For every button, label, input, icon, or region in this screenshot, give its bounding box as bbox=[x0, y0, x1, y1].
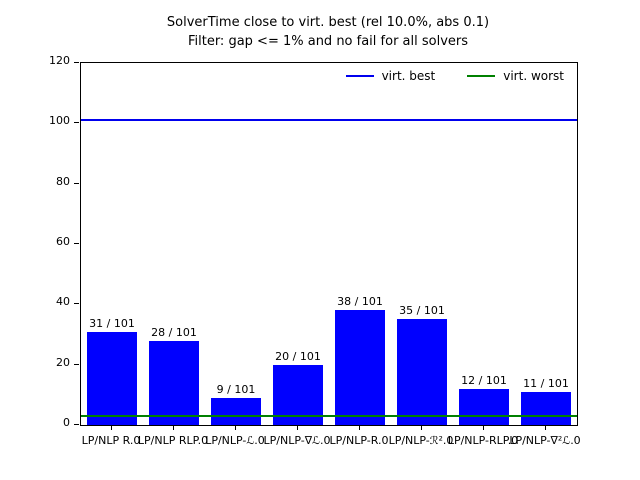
y-tick-label: 20 bbox=[56, 355, 70, 369]
legend-entry-virt-best: virt. best bbox=[345, 69, 436, 83]
bar-value-label: 11 / 101 bbox=[523, 376, 569, 390]
bar-value-label: 9 / 101 bbox=[216, 382, 256, 396]
chart-title-line2: Filter: gap <= 1% and no fail for all so… bbox=[187, 34, 469, 49]
bar-value-label: 20 / 101 bbox=[275, 349, 321, 363]
y-tick-label: 60 bbox=[56, 235, 70, 248]
y-tick-label: 0 bbox=[63, 416, 70, 429]
x-tick-label: LP/NLP RLP.0 bbox=[137, 434, 209, 447]
bar-value-label: 35 / 101 bbox=[399, 304, 445, 318]
y-tick-mark bbox=[74, 303, 79, 305]
bar-value-label: 12 / 101 bbox=[461, 373, 507, 387]
x-tick-mark bbox=[359, 426, 360, 430]
bar bbox=[397, 319, 447, 425]
bar-value-label: 38 / 101 bbox=[337, 295, 383, 309]
y-tick-label: 40 bbox=[56, 295, 70, 309]
x-tick-label: LP/NLP R.0 bbox=[81, 434, 141, 447]
legend: virt. best virt. worst bbox=[345, 69, 564, 83]
x-tick-label: LP/NLP-∇ℒ.0 bbox=[263, 434, 331, 447]
y-tick-mark bbox=[74, 243, 79, 244]
bar bbox=[149, 340, 199, 425]
legend-entry-virt-worst: virt. worst bbox=[467, 69, 564, 83]
bar-value-label: 31 / 101 bbox=[89, 316, 135, 330]
y-tick-mark bbox=[74, 424, 79, 425]
bar-value-label: 28 / 101 bbox=[151, 325, 197, 339]
y-tick-mark bbox=[74, 363, 79, 365]
legend-label-virt-best: virt. best bbox=[381, 69, 436, 83]
hline-virt-worst bbox=[81, 414, 577, 417]
chart-title-line1: SolverTime close to virt. best (rel 10.0… bbox=[166, 15, 490, 30]
x-tick-mark bbox=[545, 426, 546, 430]
bar bbox=[521, 391, 571, 425]
y-tick-label: 80 bbox=[56, 174, 70, 188]
x-tick-mark bbox=[483, 426, 484, 430]
x-tick-label: LP/NLP-ℒ.0 bbox=[205, 434, 265, 447]
x-tick-mark bbox=[297, 426, 298, 430]
plot-area: virt. best virt. worst 31 / 101 28 / 101 9… bbox=[80, 62, 578, 426]
bar bbox=[87, 331, 137, 425]
legend-line-virt-best-icon bbox=[345, 75, 374, 77]
x-tick-mark bbox=[421, 426, 422, 430]
legend-line-virt-worst-icon bbox=[467, 75, 496, 77]
x-tick-label: LP/NLP-ℛ².0 bbox=[388, 434, 454, 447]
x-tick-mark bbox=[111, 426, 112, 430]
x-tick-label: LP/NLP-RLP.0 bbox=[447, 434, 519, 447]
bar bbox=[211, 397, 261, 425]
y-tick-label: 100 bbox=[49, 114, 70, 128]
hline-virt-best bbox=[81, 119, 577, 122]
y-tick-mark bbox=[74, 182, 79, 184]
x-tick-label: LP/NLP-R.0 bbox=[329, 434, 389, 447]
x-tick-mark bbox=[235, 426, 236, 430]
y-tick-mark bbox=[74, 62, 79, 63]
x-tick-mark bbox=[173, 426, 174, 430]
bar bbox=[459, 388, 509, 425]
y-tick-label: 120 bbox=[49, 54, 70, 67]
bar bbox=[335, 310, 385, 425]
x-tick-label: LP/NLP-∇²ℒ.0 bbox=[509, 434, 581, 447]
chart-title: SolverTime close to virt. best (rel 10.0… bbox=[80, 13, 576, 51]
y-tick-mark bbox=[74, 122, 79, 124]
legend-label-virt-worst: virt. worst bbox=[503, 69, 564, 83]
